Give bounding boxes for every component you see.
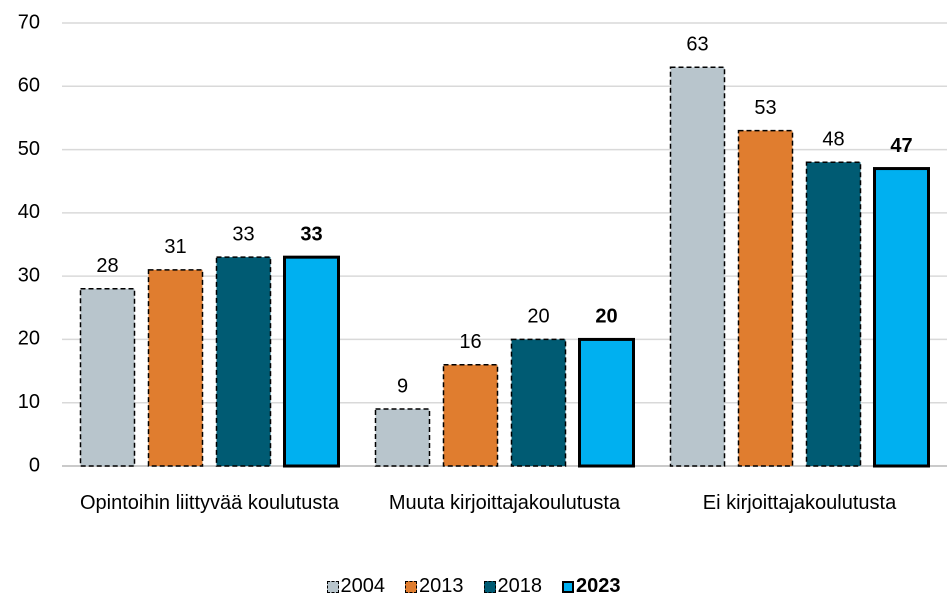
legend-item: 2013 [405, 575, 464, 598]
bar [510, 338, 567, 467]
bar [283, 255, 340, 468]
x-tick-label: Muuta kirjoittajakoulutusta [388, 492, 621, 514]
x-tick-label: Opintoihin liittyvää koulutusta [79, 492, 340, 514]
value-label: 9 [397, 375, 408, 397]
legend-swatch [326, 580, 339, 593]
value-label: 16 [459, 331, 481, 353]
bar [873, 167, 930, 468]
value-label: 63 [686, 34, 708, 56]
legend-label: 2004 [340, 575, 386, 597]
y-tick-label: 10 [18, 391, 40, 413]
value-label: 33 [300, 223, 322, 245]
value-label: 28 [96, 255, 118, 277]
y-tick-label: 70 [18, 11, 40, 33]
value-label: 31 [164, 236, 186, 258]
x-tick-label: Ei kirjoittajakoulutusta [702, 492, 897, 514]
bar [215, 256, 272, 467]
bar [374, 408, 431, 467]
bar [79, 288, 136, 467]
value-label: 53 [754, 97, 776, 119]
legend-item: 2004 [326, 575, 386, 598]
bar [442, 363, 499, 467]
y-tick-label: 50 [18, 138, 40, 160]
legend-swatch [483, 580, 496, 593]
bar [147, 269, 204, 467]
bar [669, 66, 726, 467]
legend-label: 2023 [576, 575, 621, 597]
value-label: 47 [890, 135, 912, 157]
y-tick-label: 40 [18, 201, 40, 223]
legend-swatch [405, 580, 417, 593]
bar [805, 161, 862, 467]
value-label: 48 [822, 129, 844, 151]
y-tick-label: 20 [18, 328, 40, 350]
value-label: 20 [595, 306, 617, 328]
legend: 2004 2013 2018 2023 [0, 575, 947, 598]
bar [737, 129, 794, 467]
legend-item: 2018 [483, 575, 543, 598]
y-tick-label: 0 [29, 454, 40, 476]
y-tick-label: 30 [18, 264, 40, 286]
legend-label: 2013 [419, 575, 464, 597]
legend-item: 2023 [562, 575, 621, 598]
y-tick-label: 60 [18, 75, 40, 97]
bar [578, 337, 635, 468]
legend-label: 2018 [497, 575, 543, 597]
value-label: 33 [232, 223, 254, 245]
legend-swatch [562, 580, 574, 593]
plot: 0 10 20 30 40 50 60 70 28 31 33 33 9 16 20 20 63 53 48 47 [18, 11, 947, 476]
value-label: 20 [527, 306, 549, 328]
